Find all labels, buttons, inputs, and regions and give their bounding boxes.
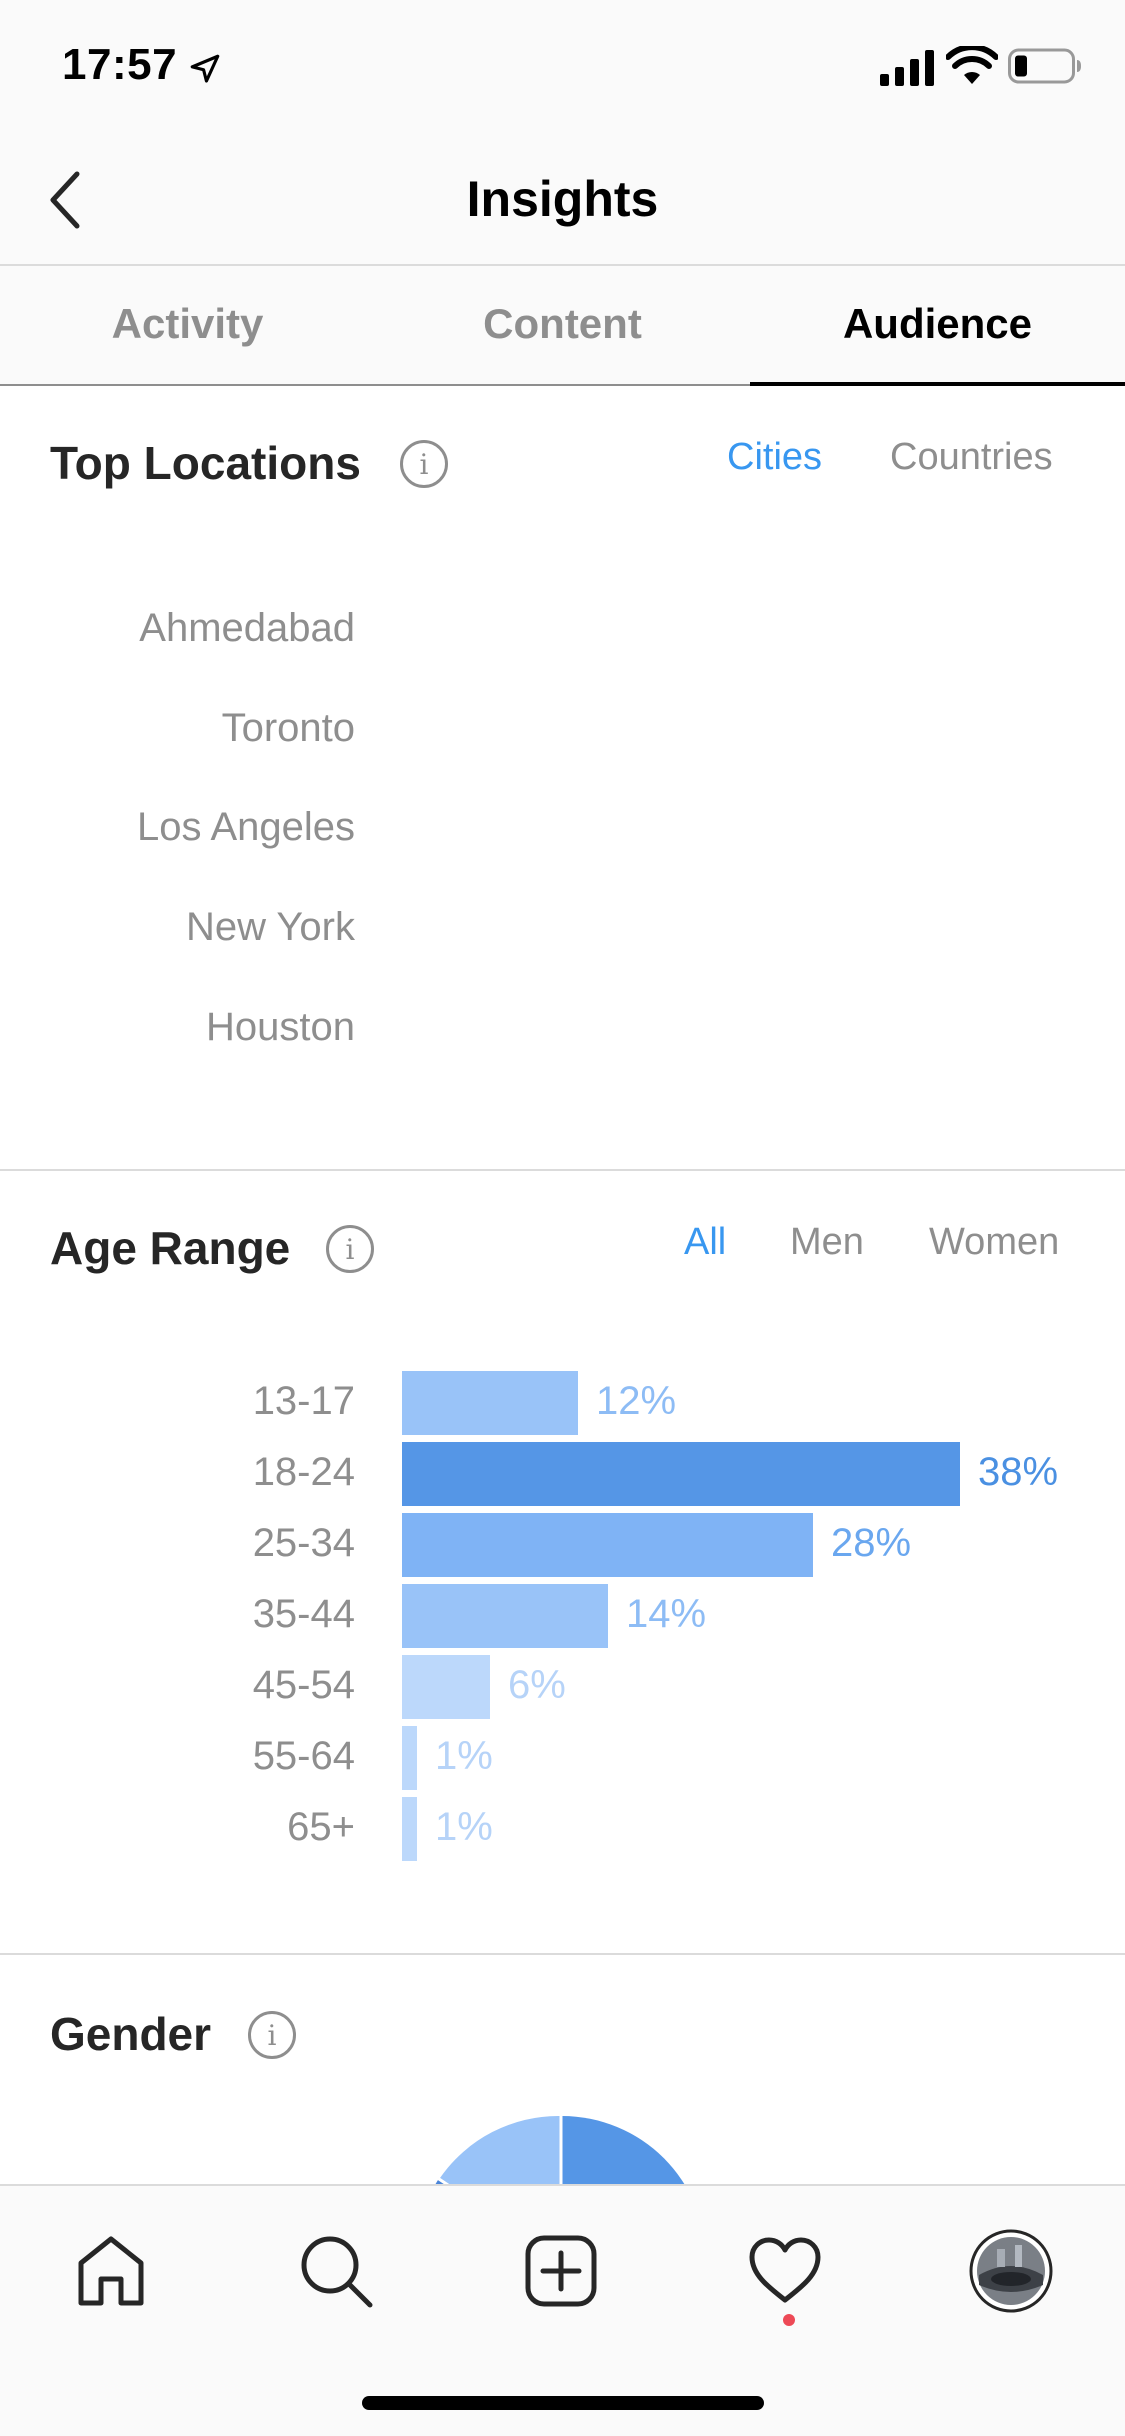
back-button[interactable] [30, 160, 100, 240]
age-range-bar [402, 1655, 490, 1719]
page-title: Insights [466, 171, 659, 227]
info-icon[interactable]: i [400, 440, 448, 488]
home-icon [78, 2236, 144, 2306]
search-tab[interactable] [291, 2226, 381, 2316]
location-label: Ahmedabad [139, 606, 355, 650]
age-range-bar [402, 1513, 813, 1577]
age-range-percent: 6% [508, 1663, 566, 1707]
chevron-left-icon [50, 171, 80, 229]
location-label: Los Angeles [137, 805, 355, 849]
cellular-signal-icon [880, 50, 934, 86]
segment-men[interactable]: Men [790, 1221, 864, 1263]
section-divider [0, 1169, 1125, 1171]
age-range-percent: 1% [435, 1805, 493, 1849]
segment-countries[interactable]: Countries [890, 436, 1053, 478]
age-range-bar [402, 1371, 578, 1435]
gender-section: Gender i [0, 1955, 1125, 2184]
search-icon [301, 2236, 373, 2308]
location-label: Toronto [221, 706, 355, 750]
info-icon[interactable]: i [326, 1225, 374, 1273]
age-range-bar [402, 1726, 417, 1790]
age-range-label: 65+ [287, 1805, 355, 1849]
segment-women[interactable]: Women [929, 1221, 1060, 1263]
age-range-bar [402, 1442, 960, 1506]
age-range-label: 18-24 [252, 1450, 355, 1494]
activity-tab[interactable] [740, 2226, 830, 2316]
age-range-section: Age Range i All Men Women 13-17 12% 18-24 3… [0, 1171, 1125, 1953]
nav-header: Insights [0, 140, 1125, 266]
profile-avatar [969, 2229, 1053, 2313]
gender-pie-chart [435, 2114, 685, 2184]
age-range-percent: 38% [978, 1450, 1059, 1494]
age-range-label: 35-44 [252, 1592, 355, 1636]
bottom-tab-bar [0, 2184, 1125, 2436]
age-range-label: 45-54 [252, 1663, 355, 1707]
location-arrow-icon [190, 54, 220, 83]
section-divider [0, 1953, 1125, 1955]
section-title: Gender [50, 2008, 212, 2060]
tab-content[interactable]: Content [483, 300, 642, 347]
location-label: Houston [206, 1005, 355, 1049]
add-post-icon [525, 2235, 597, 2307]
wifi-icon [946, 46, 998, 84]
status-bar: 17:57 [0, 0, 1125, 140]
activity-heart-icon [749, 2237, 821, 2303]
age-range-label: 55-64 [252, 1734, 355, 1778]
insights-tabs: Activity Content Audience [0, 266, 1125, 386]
section-title: Age Range [50, 1222, 291, 1274]
age-range-bar [402, 1797, 417, 1861]
info-icon[interactable]: i [248, 2011, 296, 2059]
status-time: 17:57 [62, 40, 178, 89]
new-post-tab[interactable] [516, 2226, 606, 2316]
age-range-percent: 28% [831, 1521, 912, 1565]
age-range-label: 13-17 [252, 1379, 355, 1423]
age-range-bar [402, 1584, 608, 1648]
home-tab[interactable] [66, 2226, 156, 2316]
age-range-label: 25-34 [252, 1521, 355, 1565]
location-label: New York [186, 905, 355, 949]
battery-icon [1008, 48, 1081, 84]
age-range-percent: 1% [435, 1734, 493, 1778]
segment-cities[interactable]: Cities [727, 436, 823, 478]
tab-audience[interactable]: Audience [750, 266, 1125, 386]
home-indicator [362, 2396, 764, 2410]
profile-tab[interactable] [966, 2226, 1056, 2316]
age-range-percent: 14% [626, 1592, 707, 1636]
notification-dot [783, 2314, 795, 2326]
top-locations-section: Top Locations i Cities Countries Ahmedab… [0, 388, 1125, 1168]
segment-all[interactable]: All [684, 1221, 727, 1263]
tab-activity[interactable]: Activity [111, 300, 264, 347]
age-range-percent: 12% [596, 1379, 677, 1423]
section-title: Top Locations [50, 437, 361, 489]
